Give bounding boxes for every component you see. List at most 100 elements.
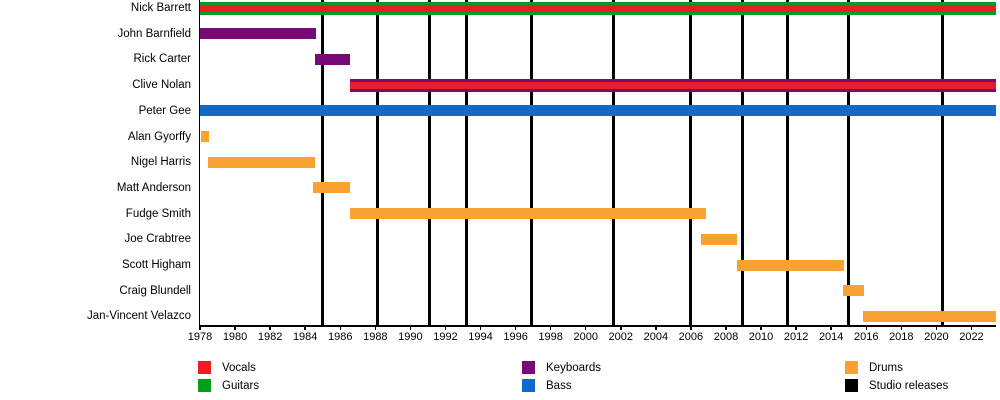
timeline-bar-keyboards (200, 28, 316, 40)
timeline-bar-vocals (200, 4, 996, 12)
studio-release-line (847, 0, 851, 325)
studio-release-line (785, 0, 789, 325)
x-axis-tick-label: 2006 (678, 331, 704, 343)
member-label: Rick Carter (133, 53, 191, 66)
x-axis-tick (339, 325, 341, 330)
studio-release-line (321, 0, 325, 325)
timeline-bar-drums (843, 285, 864, 297)
x-axis-tick (269, 325, 271, 330)
member-label: Clive Nolan (132, 79, 191, 92)
x-axis-tick-label: 1986 (328, 331, 353, 343)
legend-label: Vocals (222, 361, 256, 374)
member-label: Peter Gee (138, 104, 191, 117)
timeline-bar-drums (313, 182, 350, 194)
keyboards-swatch-icon (522, 361, 535, 374)
x-axis-tick-label: 2002 (608, 331, 634, 343)
vocals-swatch-icon (198, 361, 211, 374)
member-label: Fudge Smith (125, 207, 191, 220)
timeline-bar-drums (862, 310, 996, 322)
member-label: Nigel Harris (130, 156, 191, 169)
member-label: Scott Higham (121, 259, 191, 271)
x-axis-tick (655, 325, 657, 330)
x-axis-tick (514, 325, 517, 330)
x-axis-tick-label: 2014 (818, 331, 844, 343)
guitars-swatch-icon (198, 379, 211, 392)
studio-release-line (428, 0, 432, 325)
studio-release-line (529, 0, 533, 325)
x-axis-tick (374, 325, 377, 330)
member-label: Matt Anderson (116, 181, 191, 194)
studio-release-line (689, 0, 693, 325)
x-axis-tick-label: 2020 (924, 331, 949, 343)
x-axis-tick-label: 1996 (503, 331, 528, 343)
studio-release-line (375, 0, 379, 325)
y-axis-line (198, 0, 200, 325)
legend-item-guitars: Guitars (198, 379, 259, 392)
timeline-bar-drums (349, 208, 706, 220)
x-axis-tick (584, 325, 587, 330)
x-axis-tick-label: 1992 (433, 331, 458, 343)
studio-release-line (612, 0, 616, 325)
x-axis-tick-label: 1990 (398, 331, 423, 343)
legend-label: Studio releases (869, 379, 949, 392)
member-label: Alan Gyorffy (127, 130, 191, 143)
timeline-bar-bass (200, 105, 996, 117)
drums-swatch-icon (845, 361, 858, 374)
timeline-bar-keyboards (314, 53, 350, 65)
member-label: Joe Crabtree (124, 233, 191, 246)
member-label: Nick Barrett (130, 2, 191, 14)
x-axis-tick-label: 2018 (889, 331, 914, 343)
x-axis-tick-label: 1984 (292, 331, 318, 343)
x-axis-tick-label: 1998 (538, 331, 563, 343)
studio-release-line (741, 0, 745, 325)
x-axis-tick-label: 2016 (854, 331, 879, 343)
timeline-bar-drums (200, 131, 209, 142)
studio-release-line (941, 0, 945, 325)
x-axis-tick (725, 325, 727, 330)
x-axis-tick (865, 325, 867, 330)
timeline-bar-drums (737, 259, 845, 271)
x-axis-tick (830, 325, 832, 330)
legend-label: Bass (546, 379, 572, 392)
x-axis-tick (444, 325, 447, 330)
x-axis-tick (199, 325, 201, 330)
timeline-bar-drums (207, 156, 315, 168)
x-axis-tick (234, 325, 236, 330)
x-axis-tick (760, 325, 762, 330)
x-axis-tick (549, 325, 552, 330)
bass-swatch-icon (522, 379, 535, 392)
x-axis-tick-label: 1980 (222, 331, 248, 343)
legend-item-keyboards: Keyboards (522, 361, 601, 374)
member-label: Craig Blundell (119, 284, 191, 297)
legend-label: Guitars (222, 379, 260, 392)
x-axis-tick (690, 325, 692, 330)
x-axis-tick (304, 325, 306, 330)
x-axis-tick-label: 2004 (643, 331, 669, 343)
x-axis-line (198, 325, 996, 327)
x-axis-tick-label: 1994 (468, 331, 493, 343)
x-axis-tick-label: 2012 (783, 331, 809, 343)
x-axis-tick (620, 325, 622, 330)
x-axis-tick (900, 325, 903, 330)
x-axis-tick (970, 325, 973, 330)
x-axis-tick-label: 1982 (257, 331, 283, 343)
timeline-bar-vocals (349, 81, 996, 89)
x-axis-tick (935, 325, 938, 330)
legend-item-bass: Bass (522, 379, 572, 392)
member-label: Jan-Vincent Velazco (87, 310, 191, 323)
legend-item-studio-releases: Studio releases (845, 379, 948, 392)
x-axis-tick-label: 2010 (748, 331, 774, 343)
studio-release-line (465, 0, 468, 325)
timeline-bar-drums (701, 233, 738, 245)
x-axis-tick (479, 325, 482, 330)
x-axis-tick-label: 1988 (363, 331, 388, 343)
studio-releases-swatch-icon (845, 379, 858, 392)
x-axis-tick (409, 325, 412, 330)
x-axis-tick (795, 325, 797, 330)
x-axis-tick-label: 2000 (573, 331, 598, 343)
legend-label: Drums (869, 361, 903, 374)
legend-label: Keyboards (546, 361, 601, 374)
member-label: John Barnfield (117, 27, 191, 40)
x-axis-tick-label: 2022 (959, 331, 984, 343)
